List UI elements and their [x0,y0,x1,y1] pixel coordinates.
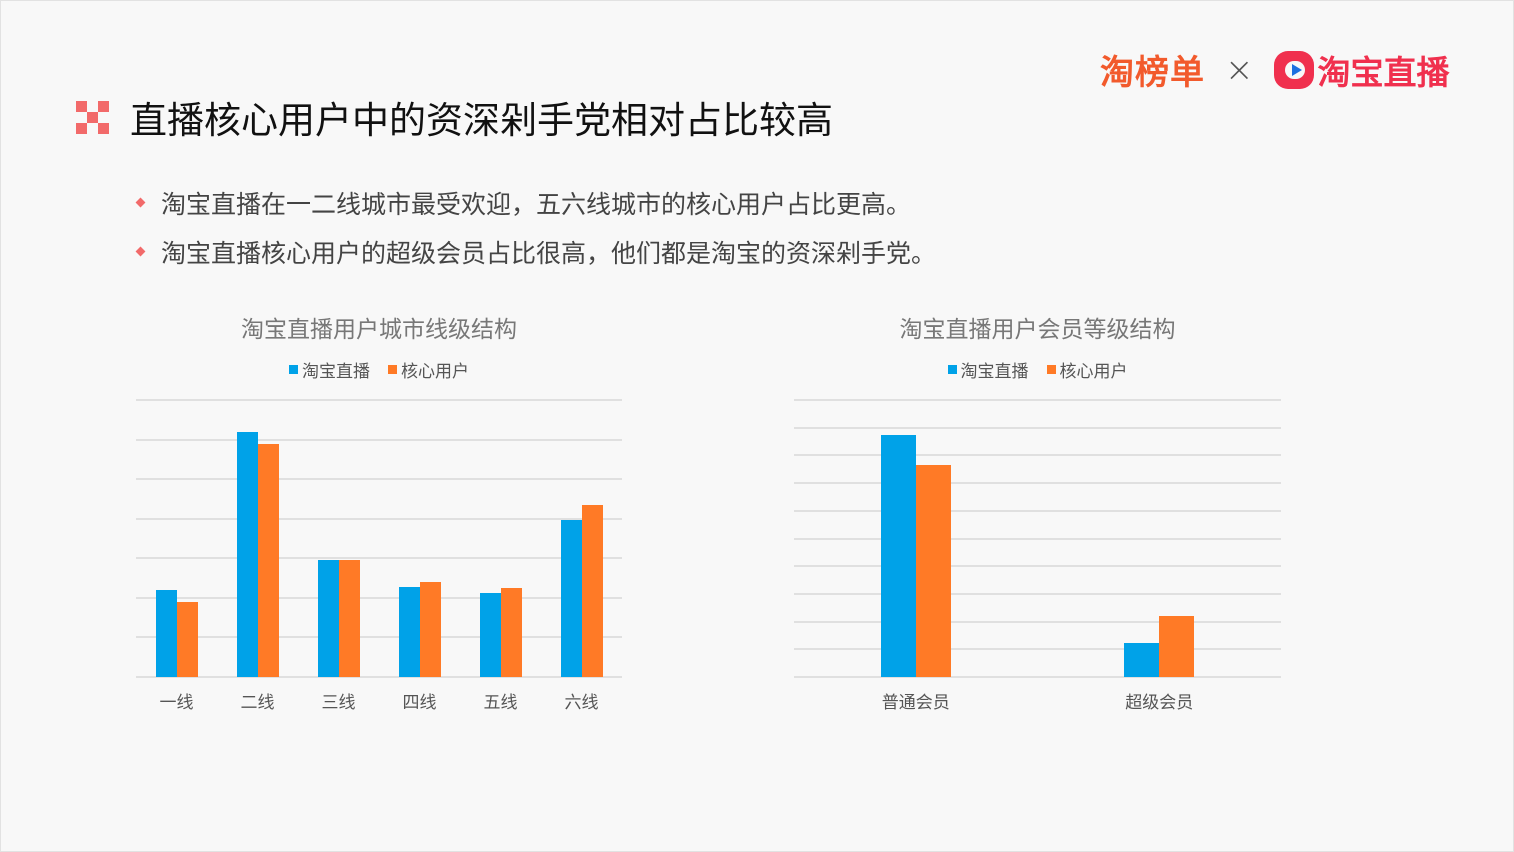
bar-taobao-live [560,520,582,677]
gridline [794,537,1281,540]
bar-taobao-live [236,432,258,677]
title-row: 直播核心用户中的资深剁手党相对占比较高 [76,90,833,144]
plot-area: 普通会员 超级会员 [794,399,1281,713]
legend-item: 淘宝直播 [947,357,1029,382]
x-axis-label: 超级会员 [1125,693,1194,713]
legend-item: 核心用户 [388,357,469,382]
bullet-text: 淘宝直播核心用户的超级会员占比很高，他们都是淘宝的资深剁手党。 [161,238,937,268]
bar-core-users [581,505,603,677]
bar-taobao-live [1124,642,1160,677]
gridline [794,676,1281,678]
legend-swatch [289,365,298,374]
bullet-item: 淘宝直播在一二线城市最受欢迎，五六线城市的核心用户占比更高。 [135,178,936,227]
x-axis-label: 二线 [240,693,275,713]
bullet-item: 淘宝直播核心用户的超级会员占比很高，他们都是淘宝的资深剁手党。 [135,227,936,276]
x-axis-label: 一线 [159,693,194,713]
gridline [136,676,622,678]
gridline [794,565,1281,568]
gridline [794,592,1281,595]
gridline [136,438,622,441]
legend-label: 核心用户 [401,362,469,382]
taobangdan-logo: 淘榜单 [1100,53,1205,93]
bar-taobao-live [880,434,916,677]
gridline [794,620,1281,623]
bullet-list: 淘宝直播在一二线城市最受欢迎，五六线城市的核心用户占比更高。 淘宝直播核心用户的… [135,178,936,276]
legend-label: 淘宝直播 [302,362,370,382]
bar-core-users [257,444,279,677]
legend-swatch [1046,365,1056,374]
brand-logos: 淘榜单 × 淘宝直播 [1100,45,1450,94]
bar-core-users [338,559,360,677]
cross-icon: × [1225,49,1254,90]
legend-swatch [388,365,397,374]
bar-taobao-live [398,586,420,677]
bullet-text: 淘宝直播在一二线城市最受欢迎，五六线城市的核心用户占比更高。 [161,189,912,219]
x-axis-label: 四线 [402,693,437,713]
bar-core-users [419,582,441,677]
gridline [136,596,622,599]
x-axis-label: 普通会员 [881,693,950,713]
legend-item: 核心用户 [1046,357,1128,382]
legend-label: 核心用户 [1059,362,1128,382]
chart-title: 淘宝直播用户会员等级结构 [899,317,1176,343]
membership-chart: 淘宝直播用户会员等级结构 淘宝直播 核心用户 普通会员 超级会员 [794,305,1281,725]
diamond-bullet-icon [135,197,146,208]
legend-label: 淘宝直播 [960,362,1029,382]
plot-area: 一线 二线 三线 四线 五线 六线 [136,399,622,713]
bar-core-users [1159,616,1195,677]
x-axis-label: 五线 [483,693,518,713]
gridline [136,557,622,560]
city-tier-chart: 淘宝直播用户城市线级结构 淘宝直播 核心用户 一线 二线 三线 四线 五线 六线 [136,305,622,725]
taobao-live-logo: 淘宝直播 [1273,46,1450,94]
bar-core-users [500,588,522,677]
gridline [794,399,1281,401]
chart-legend: 淘宝直播 核心用户 [794,357,1281,382]
checker-icon [76,100,109,134]
gridline [794,509,1281,512]
diamond-bullet-icon [135,246,146,257]
bar-taobao-live [317,559,339,677]
chart-legend: 淘宝直播 核心用户 [136,357,622,382]
x-axis-label: 六线 [564,693,599,713]
gridline [136,636,622,639]
x-axis-label: 三线 [321,693,356,713]
page-title: 直播核心用户中的资深剁手党相对占比较高 [130,99,833,142]
gridline [794,482,1281,485]
bar-core-users [176,601,198,677]
bar-taobao-live [155,589,177,677]
gridline [794,426,1281,429]
gridline [136,399,622,401]
taobao-live-logo-text: 淘宝直播 [1317,52,1450,92]
gridline [136,517,622,520]
gridline [794,454,1281,457]
gridline [794,648,1281,651]
legend-item: 淘宝直播 [289,357,370,382]
bar-taobao-live [479,593,501,677]
legend-swatch [947,365,957,374]
chart-title: 淘宝直播用户城市线级结构 [241,317,517,343]
gridline [136,478,622,481]
play-tv-icon [1273,50,1314,89]
bar-core-users [915,465,951,677]
